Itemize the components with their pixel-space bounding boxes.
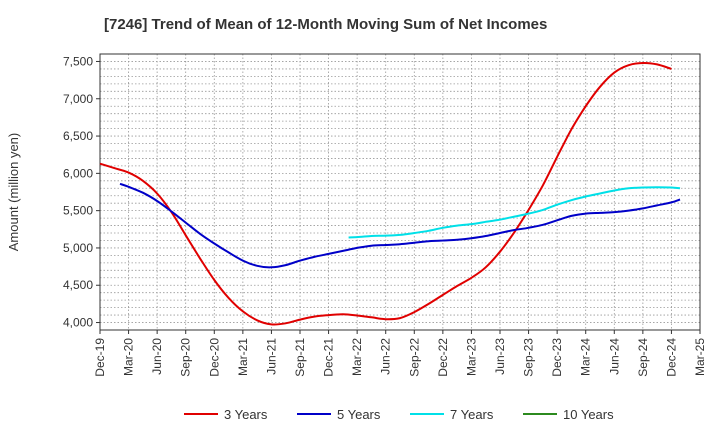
series-line-7-years (348, 186, 681, 239)
x-tick-label: Sep-20 (179, 338, 193, 377)
x-tick-label: Mar-25 (693, 338, 707, 376)
plot-area (100, 54, 700, 330)
legend-label-7-years: 7 Years (450, 407, 494, 422)
x-tick-label: Sep-24 (636, 338, 650, 377)
series-line-3-years (99, 61, 672, 326)
x-tick-label: Jun-21 (264, 338, 278, 375)
x-tick-label: Mar-23 (464, 338, 478, 376)
x-tick-label: Dec-23 (550, 338, 564, 377)
x-tick-label: Mar-21 (236, 338, 250, 376)
y-tick-label: 7,000 (63, 92, 93, 106)
x-tick-label: Dec-22 (436, 338, 450, 377)
x-tick-label: Sep-23 (522, 338, 536, 377)
y-tick-label: 5,500 (63, 204, 93, 218)
x-tick-label: Dec-20 (207, 338, 221, 377)
legend-label-5-years: 5 Years (337, 407, 381, 422)
y-axis-label: Amount (million yen) (6, 133, 21, 252)
plot-frame (99, 53, 701, 331)
y-tick-label: 4,000 (63, 316, 93, 330)
x-tick-label: Jun-20 (150, 338, 164, 375)
x-tick-label: Jun-23 (493, 338, 507, 375)
x-tick-label: Dec-19 (93, 338, 107, 377)
y-tick-label: 6,000 (63, 166, 93, 180)
y-tick-label: 6,500 (63, 129, 93, 143)
x-tick-label: Mar-20 (122, 338, 136, 376)
series-line-5-years (119, 182, 681, 269)
chart-title: [7246] Trend of Mean of 12-Month Moving … (104, 16, 548, 33)
y-tick-label: 7,500 (63, 54, 93, 68)
legend-label-10-years: 10 Years (563, 407, 614, 422)
x-tick-label: Mar-24 (579, 338, 593, 376)
x-tick-label: Sep-22 (407, 338, 421, 377)
y-tick-label: 5,000 (63, 241, 93, 255)
legend-label-3-years: 3 Years (224, 407, 268, 422)
x-tick-label: Dec-21 (322, 338, 336, 377)
x-tick-label: Jun-24 (607, 338, 621, 375)
x-tick-label: Jun-22 (379, 338, 393, 375)
x-tick-label: Dec-24 (664, 338, 678, 377)
y-tick-label: 4,500 (63, 278, 93, 292)
x-tick-label: Mar-22 (350, 338, 364, 376)
x-tick-label: Sep-21 (293, 338, 307, 377)
